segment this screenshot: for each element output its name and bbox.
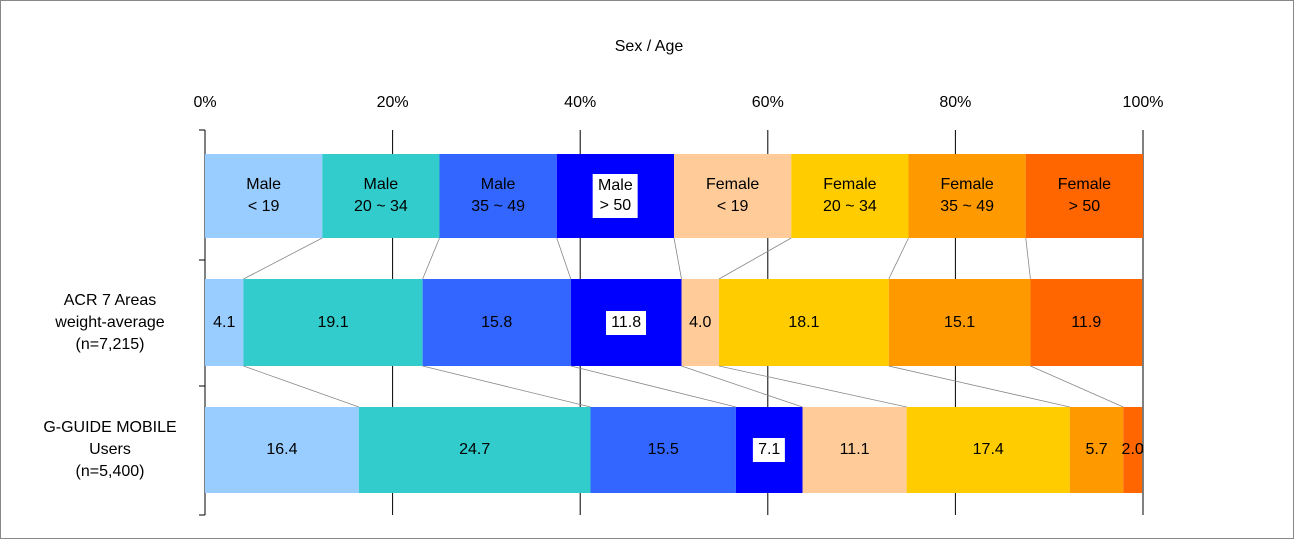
connector bbox=[1025, 237, 1031, 280]
x-tick-label: 40% bbox=[564, 94, 597, 111]
data-label: 7.1 bbox=[753, 438, 786, 462]
legend-swatch bbox=[674, 154, 792, 238]
legend-swatch bbox=[791, 154, 909, 238]
data-label: 16.4 bbox=[266, 441, 298, 458]
data-label: 24.7 bbox=[459, 441, 491, 458]
connector bbox=[888, 237, 909, 280]
connector bbox=[673, 237, 682, 280]
data-label: 17.4 bbox=[972, 441, 1004, 458]
connector bbox=[1030, 365, 1124, 408]
x-tick-label: 100% bbox=[1122, 94, 1164, 111]
data-label: 2.0 bbox=[1121, 441, 1144, 458]
data-label: 15.8 bbox=[481, 313, 513, 331]
bar-segment bbox=[802, 407, 907, 493]
data-label: 5.7 bbox=[1085, 441, 1108, 458]
bar-segment bbox=[1030, 279, 1143, 366]
data-label: 18.1 bbox=[788, 313, 820, 331]
data-label: 11.1 bbox=[839, 441, 870, 458]
data-label: 4.1 bbox=[213, 313, 236, 331]
bar-segment bbox=[590, 407, 736, 493]
connector bbox=[556, 237, 572, 280]
bar-segment bbox=[422, 279, 571, 366]
connector bbox=[243, 365, 359, 408]
legend-label: Male 35 ~ 49 bbox=[471, 176, 526, 215]
bar-segment bbox=[205, 407, 359, 493]
category-label: G-GUIDE MOBILE Users (n=5,400) bbox=[43, 419, 177, 480]
category-label: ACR 7 Areas weight-average (n=7,215) bbox=[55, 291, 165, 353]
legend-label: Male > 50 bbox=[593, 174, 638, 218]
connector bbox=[422, 365, 591, 408]
connector bbox=[888, 365, 1070, 408]
x-tick-label: 0% bbox=[193, 94, 217, 111]
connector bbox=[243, 237, 323, 280]
connector bbox=[718, 237, 792, 280]
x-axis-title: Sex / Age bbox=[614, 38, 684, 55]
bar-segment bbox=[1069, 407, 1124, 493]
bar-segment bbox=[888, 279, 1031, 366]
connector bbox=[570, 365, 737, 408]
x-tick-label: 20% bbox=[376, 94, 409, 111]
connector bbox=[718, 365, 907, 408]
legend-swatch bbox=[439, 154, 557, 238]
x-tick-label: 80% bbox=[939, 94, 972, 111]
bar-segment bbox=[681, 279, 720, 366]
legend-label: Female > 50 bbox=[1057, 176, 1112, 215]
connector bbox=[422, 237, 440, 280]
connector bbox=[681, 365, 803, 408]
legend-label: Male < 19 bbox=[246, 176, 281, 215]
data-label: 15.5 bbox=[647, 441, 679, 458]
legend-swatch bbox=[908, 154, 1026, 238]
data-label: 15.1 bbox=[944, 313, 976, 331]
data-label: 11.8 bbox=[606, 310, 647, 335]
bar-segment bbox=[1123, 407, 1143, 493]
legend-swatch bbox=[1025, 154, 1143, 238]
legend-swatch bbox=[205, 154, 323, 238]
legend-label: Female < 19 bbox=[705, 176, 760, 215]
legend-swatch bbox=[322, 154, 440, 238]
legend-label: Female 20 ~ 34 bbox=[822, 176, 877, 215]
data-label: 4.0 bbox=[689, 313, 712, 331]
data-label: 11.9 bbox=[1071, 313, 1102, 331]
legend-label: Male 20 ~ 34 bbox=[353, 176, 408, 215]
bar-segment bbox=[719, 279, 889, 366]
bar-segment bbox=[358, 407, 591, 493]
bar-segment bbox=[205, 279, 244, 366]
bar-segment bbox=[906, 407, 1070, 493]
x-tick-label: 60% bbox=[751, 94, 784, 111]
data-label: 19.1 bbox=[317, 313, 349, 331]
legend-label: Female 35 ~ 49 bbox=[940, 176, 995, 215]
bar-segment bbox=[243, 279, 423, 366]
